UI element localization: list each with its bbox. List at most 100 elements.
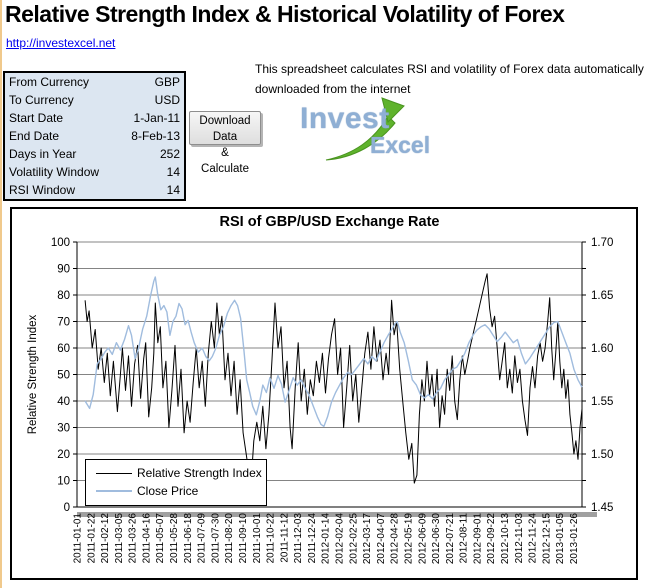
param-label: To Currency	[9, 93, 74, 107]
end-date-cell[interactable]: 8-Feb-13	[131, 129, 180, 143]
x-axis-tick-label: 2011-07-09	[197, 513, 208, 564]
left-axis-tick-label: 100	[51, 237, 70, 249]
close-line-swatch	[96, 490, 132, 492]
table-row: Volatility Window 14	[5, 163, 184, 181]
x-axis-tick-label: 2013-01-05	[555, 513, 566, 565]
left-axis-tick-label: 30	[57, 423, 70, 435]
left-axis-tick-label: 80	[57, 290, 70, 302]
x-axis-tick-label: 2012-11-03	[514, 513, 525, 564]
x-axis-tick-label: 2012-01-14	[321, 513, 332, 565]
left-axis-tick-label: 60	[57, 343, 70, 355]
button-label-line1: Download Data	[199, 115, 251, 143]
left-axis-tick-label: 40	[57, 396, 70, 408]
x-axis-tick-label: 2011-03-05	[114, 513, 125, 564]
left-axis-tick-label: 10	[57, 476, 70, 488]
x-axis-tick-label: 2012-08-11	[459, 513, 470, 564]
x-axis-tick-label: 2013-01-26	[569, 513, 580, 565]
x-axis-tick-label: 2012-06-09	[417, 513, 428, 565]
x-axis-tick-label: 2011-08-20	[224, 513, 235, 564]
to-currency-cell[interactable]: USD	[154, 93, 180, 107]
left-axis-tick-label: 50	[57, 370, 70, 382]
x-axis-tick-label: 2011-11-12	[279, 513, 290, 563]
x-axis-tick-label: 2011-09-10	[238, 513, 249, 564]
x-axis-tick-label: 2011-12-03	[293, 513, 304, 564]
x-axis-tick-label: 2011-07-30	[210, 513, 221, 564]
parameter-table: From Currency GBP To Currency USD Start Da…	[3, 71, 186, 201]
right-axis-tick-label: 1.60	[591, 343, 613, 355]
rsi-line-swatch	[96, 472, 132, 474]
x-axis-tick-label: 2012-07-21	[445, 513, 456, 565]
left-axis-tick-label: 0	[64, 502, 70, 514]
x-axis-tick-label: 2011-04-16	[141, 513, 152, 564]
chart-svg: 0 10 20 30 40 50 60 70 80 90 100 1.45 1.50 1.55 1.60 1.…	[27, 237, 613, 565]
description-text: This spreadsheet calculates RSI and vola…	[255, 62, 644, 96]
right-axis-tick-label: 1.70	[591, 237, 613, 249]
table-row: End Date 8-Feb-13	[5, 127, 184, 145]
left-axis-tick-label: 20	[57, 449, 70, 461]
download-calculate-button[interactable]: Download Data & Calculate	[189, 111, 261, 175]
x-axis-tick-label: 2011-01-22	[86, 513, 97, 564]
right-axis-tick-label: 1.45	[591, 502, 613, 514]
right-axis-tick-label: 1.55	[591, 396, 613, 408]
logo-text-invest: Invest	[300, 102, 390, 135]
x-axis-tick-label: 2012-06-30	[431, 513, 442, 565]
param-label: From Currency	[9, 75, 90, 89]
param-label: RSI Window	[9, 183, 76, 197]
page-title: Relative Strength Index & Historical Vol…	[5, 1, 565, 27]
growth-arrow-icon	[325, 97, 405, 161]
x-axis-tick-label: 2011-05-07	[155, 513, 166, 564]
x-axis-tick-label: 2011-10-22	[266, 513, 277, 564]
table-row: RSI Window 14	[5, 181, 184, 199]
rsi-chart: RSI of GBP/USD Exchange Rate 0 10 20 30 40 50…	[10, 207, 638, 580]
left-axis-tick-label: 90	[57, 264, 70, 276]
days-in-year-cell[interactable]: 252	[159, 147, 180, 161]
table-row: To Currency USD	[5, 91, 184, 109]
legend-item-close: Close Price	[86, 482, 266, 500]
x-axis-tick-label: 2012-11-24	[528, 513, 539, 564]
chart-title: RSI of GBP/USD Exchange Rate	[219, 214, 440, 230]
x-axis-tick-label: 2011-10-01	[252, 513, 263, 564]
investexcel-link[interactable]: http://investexcel.net	[6, 36, 116, 50]
x-axis-tick-label: 2012-04-07	[376, 513, 387, 565]
sheet-edge-border	[0, 0, 2, 588]
chart-legend: Relative Strength Index Close Price	[85, 459, 267, 506]
rsi-window-cell[interactable]: 14	[166, 183, 180, 197]
rsi-series-line	[84, 273, 583, 484]
param-label: End Date	[9, 129, 60, 143]
x-axis-tick-label: 2012-05-19	[403, 513, 414, 565]
left-axis-title: Relative Strength Index	[27, 314, 39, 434]
legend-item-rsi: Relative Strength Index	[86, 464, 266, 482]
table-row: From Currency GBP	[5, 73, 184, 91]
x-axis-tick-label: 2011-12-24	[307, 513, 318, 564]
axis-shadow-bar	[77, 512, 597, 517]
table-row: Start Date 1-Jan-11	[5, 109, 184, 127]
legend-label: Relative Strength Index	[137, 466, 262, 480]
x-axis-tick-label: 2011-02-12	[100, 513, 111, 564]
param-label: Start Date	[9, 111, 64, 125]
right-axis-tick-label: 1.65	[591, 290, 613, 302]
start-date-cell[interactable]: 1-Jan-11	[133, 111, 180, 125]
right-axis-tick-label: 1.50	[591, 449, 613, 461]
logo-text-excel: Excel	[370, 132, 431, 158]
x-axis-tick-label: 2011-03-26	[128, 513, 139, 564]
x-axis-tick-label: 2012-09-01	[472, 513, 483, 565]
close-price-series-line	[84, 276, 583, 428]
x-axis-tick-label: 2012-04-28	[390, 513, 401, 565]
from-currency-cell[interactable]: GBP	[154, 75, 180, 89]
volatility-window-cell[interactable]: 14	[166, 165, 180, 179]
param-label: Days in Year	[9, 147, 77, 161]
x-axis-tick-label: 2012-02-25	[348, 513, 359, 565]
x-axis-tick-label: 2012-03-17	[362, 513, 373, 565]
legend-label: Close Price	[137, 484, 199, 498]
x-axis-tick-label: 2011-06-18	[183, 513, 194, 564]
button-label-line2: & Calculate	[201, 147, 249, 175]
x-axis-tick-label: 2011-01-01	[73, 513, 84, 564]
x-axis-tick-label: 2011-05-28	[169, 513, 180, 564]
param-label: Volatility Window	[9, 165, 100, 179]
x-axis-tick-label: 2012-12-15	[541, 513, 552, 565]
table-row: Days in Year 252	[5, 145, 184, 163]
investexcel-logo: Invest Excel	[298, 96, 458, 168]
left-axis-tick-label: 70	[57, 317, 70, 329]
x-axis-tick-label: 2012-09-22	[486, 513, 497, 565]
